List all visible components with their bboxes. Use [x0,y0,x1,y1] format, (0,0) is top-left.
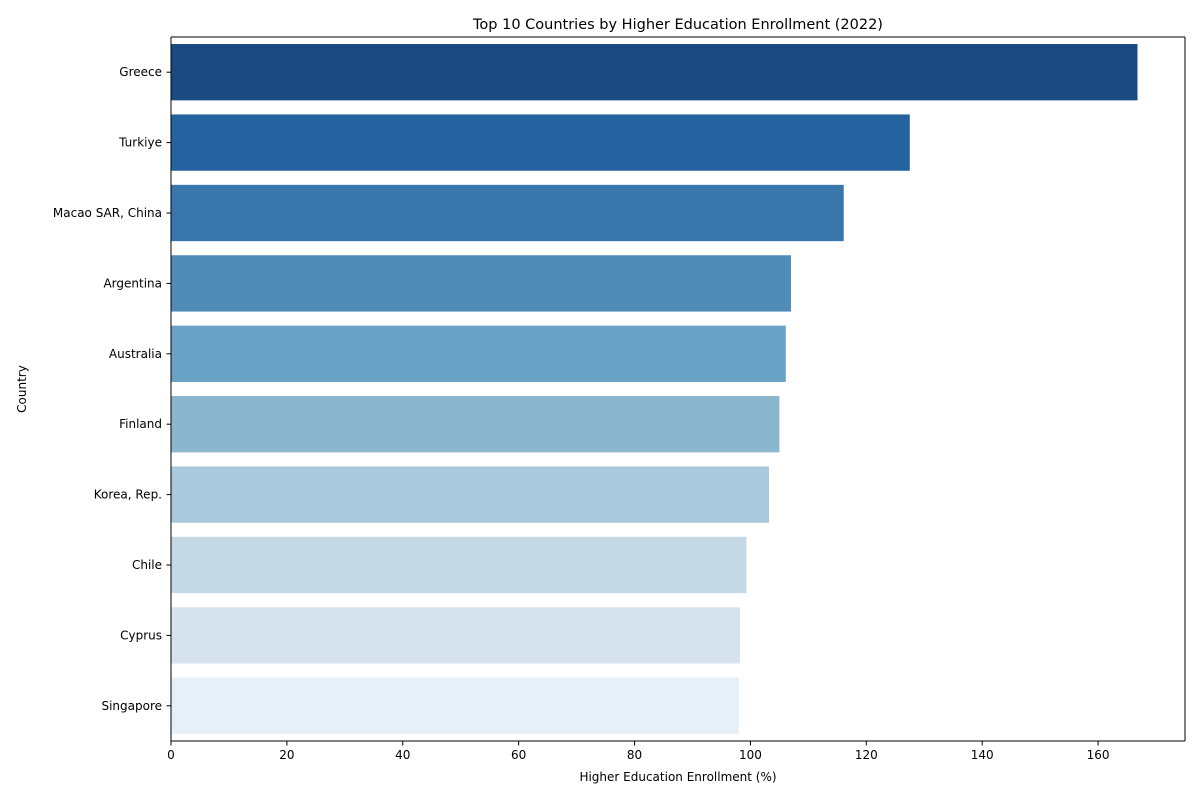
y-tick-label: Chile [132,558,162,572]
bar-macao-sar-china [171,184,844,242]
x-tick-label: 60 [511,748,526,762]
x-tick-label: 120 [855,748,878,762]
y-tick-label: Finland [119,417,162,431]
y-tick-label: Macao SAR, China [53,206,162,220]
x-axis-ticks: 0 20 40 60 80 100 120 140 160 [167,741,1110,762]
bars-layer [171,44,1138,734]
y-axis-ticks: Greece Turkiye Macao SAR, China Argentina Au… [53,65,171,713]
x-tick-label: 100 [739,748,762,762]
bar-cyprus [171,607,740,664]
y-tick-label: Korea, Rep. [94,488,162,502]
y-tick-label: Greece [119,65,162,79]
bar-singapore [171,677,739,734]
bar-finland [171,396,780,453]
y-tick-label: Singapore [101,699,162,713]
y-axis-label: Country [15,365,29,413]
x-tick-label: 40 [395,748,410,762]
bar-chile [171,536,747,594]
y-tick-label: Argentina [103,276,162,290]
x-tick-label: 0 [167,748,175,762]
x-tick-label: 140 [971,748,994,762]
bar-greece [171,44,1138,101]
x-tick-label: 20 [279,748,294,762]
x-tick-label: 80 [627,748,642,762]
bar-korea-rep [171,466,769,523]
y-tick-label: Turkiye [118,136,162,150]
bar-argentina [171,255,791,312]
chart-title: Top 10 Countries by Higher Education Enr… [472,17,883,33]
bar-australia [171,325,786,382]
x-tick-label: 160 [1087,748,1110,762]
bar-turkiye [171,114,910,171]
y-tick-label: Cyprus [120,628,162,642]
y-tick-label: Australia [109,347,162,361]
x-axis-label: Higher Education Enrollment (%) [579,770,776,784]
